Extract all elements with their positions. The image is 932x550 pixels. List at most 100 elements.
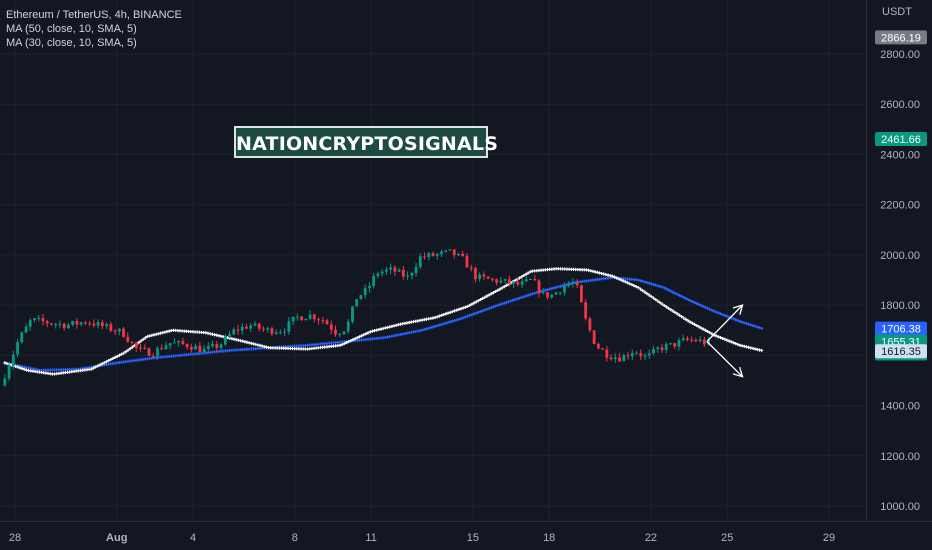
ma-marker [515,277,519,281]
ma-marker [489,306,493,310]
price-axis[interactable]: USDT1000.001200.001400.001600.001800.002… [866,0,932,550]
candle-body [228,334,231,337]
legend-ma30[interactable]: MA (30, close, 10, SMA, 5) [6,37,137,49]
candle-body [418,256,422,268]
ma-marker [459,307,463,311]
ma-marker [757,326,762,330]
time-tick-label: 8 [292,532,298,544]
ma-marker [498,302,502,307]
candle-body [605,349,609,358]
ma-marker [699,303,703,307]
candle-body [669,343,672,345]
legend-symbol[interactable]: Ethereum / TetherUS, 4h, BINANCE [6,9,182,21]
ma-marker [697,325,701,329]
ma-marker [435,324,439,328]
ma-marker [701,327,705,331]
ma-marker [517,296,522,300]
ma-marker [673,291,677,295]
candle-body [232,329,236,335]
ma-marker [548,287,552,291]
ma-marker [654,283,658,287]
candle-body [529,279,532,281]
ma-marker [340,342,344,347]
ma-marker [491,305,496,309]
candle-body [482,274,486,277]
ma-marker [692,322,697,327]
candle-body [520,281,524,285]
ma-marker [662,303,666,308]
ma-marker [16,365,20,369]
ma-marker [446,311,450,315]
ma-marker [474,300,478,304]
ma-marker [452,309,457,313]
ma-marker [470,313,474,317]
ma-marker [487,306,491,311]
candle-body [495,279,499,283]
ma-marker [744,321,749,326]
ma-marker [468,313,472,318]
ma-marker [734,318,738,322]
candle-body [206,346,210,349]
legend-ma50[interactable]: MA (50, close, 10, SMA, 5) [6,23,137,35]
candle-body [67,324,70,329]
time-axis[interactable]: 28 Aug 4 8 11 15 18 22 25 29 [0,521,932,545]
ma-marker [18,366,22,370]
candle-body [512,281,515,284]
price-axis-bg [866,0,932,550]
candle-body [11,354,15,367]
ma-marker [476,310,480,314]
ma-marker [647,281,651,285]
ma-marker [736,318,740,323]
ma-marker [485,294,489,298]
ma-marker [470,302,474,306]
ma-marker [729,340,733,344]
candle-body [414,267,418,273]
candle-body [372,276,376,287]
price-tick-label: 2000.00 [880,250,920,262]
ma-marker [461,316,465,320]
ma-marker [632,284,636,288]
ma-marker [669,289,673,293]
ma-marker [98,363,102,367]
ma-marker [749,323,753,327]
candle-body [431,253,435,256]
candle-body [143,347,147,349]
ma-marker [712,309,716,313]
candle-body [584,302,588,319]
candle-body [635,353,638,355]
ma-marker [117,353,122,357]
ma-marker [721,313,725,317]
ma-marker [649,282,653,286]
ma-marker [684,317,688,321]
ma-marker [483,308,487,312]
candle-body [698,339,702,342]
candle-body [278,332,282,334]
ma-marker [742,321,746,325]
ma-marker [675,292,679,296]
candle-body [253,323,257,326]
ma-marker [697,302,701,307]
candle-body [300,316,303,321]
candle-body [16,342,19,355]
ma-marker [656,299,660,303]
ma-marker [366,331,370,335]
ma-marker [623,280,627,284]
candle-body [469,267,473,269]
ma-marker [617,277,621,281]
time-tick-label: 15 [467,532,479,544]
ma-marker [647,293,651,297]
ma-marker [509,299,513,303]
candle-body [164,345,168,350]
candle-body [486,276,490,279]
ma-marker [636,278,640,282]
ma-marker [522,295,526,299]
ma-marker [532,291,537,295]
ma-marker [420,328,424,332]
ma-marker [476,299,480,303]
ma-marker [446,320,450,325]
ma-marker [100,362,104,366]
candle-body [380,271,384,274]
projection-arrow-head [732,366,744,378]
ma-marker [422,327,426,332]
